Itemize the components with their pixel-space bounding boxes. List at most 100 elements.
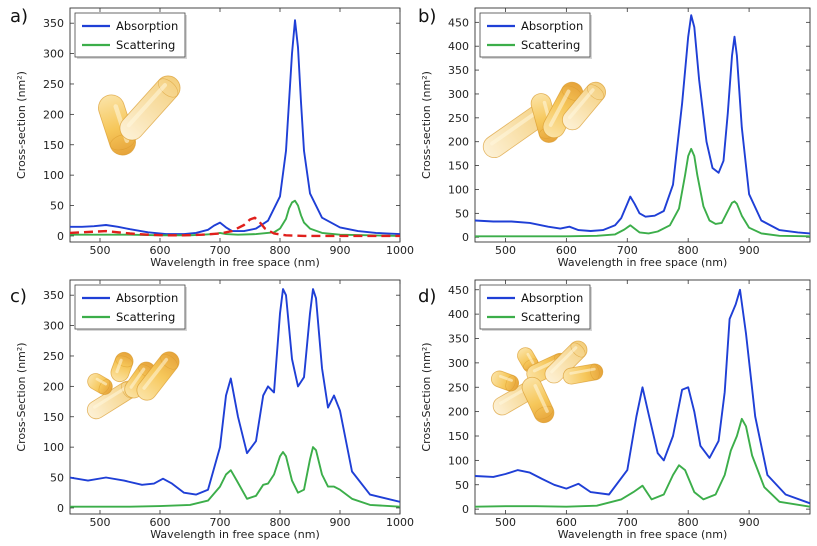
x-tick-label: 600 — [150, 244, 171, 257]
y-tick-label: 300 — [43, 320, 64, 333]
x-tick-label: 500 — [495, 244, 516, 257]
x-tick-label: 800 — [678, 516, 699, 529]
y-tick-label: 0 — [462, 231, 469, 244]
legend-entry: Absorption — [521, 291, 583, 305]
legend-entry: Absorption — [116, 19, 178, 33]
legend-box — [479, 12, 591, 58]
legend: Absorption Scattering — [479, 12, 592, 59]
absorption-series-line — [475, 288, 810, 505]
absorption-series-line — [475, 14, 810, 235]
absorption-series-line — [70, 288, 400, 503]
chart-panel-2: 500 600 700 800 900 0 50 100 150 200 250 300 350 400 4… — [418, 6, 811, 269]
legend: Absorption Scattering — [479, 284, 592, 331]
nanorod-illustration — [87, 373, 113, 395]
x-axis-label: Wavelength in free space (nm) — [558, 256, 728, 269]
y-axis-label: Cross-Section (nm²) — [15, 342, 28, 451]
y-tick-label: 350 — [448, 64, 469, 77]
y-tick-label: 0 — [57, 230, 64, 243]
y-tick-label: 450 — [448, 284, 469, 297]
x-tick-label: 700 — [210, 516, 231, 529]
legend-box — [479, 284, 591, 330]
x-tick-label: 1000 — [386, 516, 414, 529]
y-tick-label: 100 — [43, 441, 64, 454]
y-tick-label: 200 — [448, 406, 469, 419]
chart-panel-1: 500 600 700 800 900 1000 0 50 100 150 200 250 300 350… — [10, 6, 414, 269]
panel-label: d) — [418, 286, 436, 307]
nanorod-illustration — [490, 370, 520, 392]
y-tick-label: 350 — [448, 333, 469, 346]
panel-label: a) — [10, 6, 28, 27]
y-tick-label: 300 — [448, 88, 469, 101]
y-tick-label: 400 — [448, 40, 469, 53]
scattering-series-line — [475, 417, 810, 508]
legend-entry: Scattering — [116, 38, 175, 52]
y-tick-label: 150 — [43, 411, 64, 424]
y-tick-label: 250 — [448, 112, 469, 125]
x-tick-label: 700 — [617, 244, 638, 257]
y-tick-label: 100 — [43, 169, 64, 182]
legend-entry: Absorption — [116, 291, 178, 305]
y-tick-label: 350 — [43, 17, 64, 30]
y-tick-label: 0 — [57, 502, 64, 515]
x-tick-label: 800 — [270, 244, 291, 257]
y-tick-label: 250 — [43, 78, 64, 91]
y-tick-label: 400 — [448, 308, 469, 321]
scattering-series-line — [475, 147, 810, 238]
y-tick-label: 100 — [448, 183, 469, 196]
y-tick-label: 150 — [43, 139, 64, 152]
chart-panel-3: 500 600 700 800 900 1000 0 50 100 150 200 250 300 350… — [10, 279, 414, 541]
y-tick-label: 200 — [43, 380, 64, 393]
panel-label: b) — [418, 6, 436, 27]
y-tick-label: 50 — [50, 200, 64, 213]
y-axis-label: Cross-section (nm²) — [15, 71, 28, 179]
legend-entry: Absorption — [521, 19, 583, 33]
legend: Absorption Scattering — [74, 284, 187, 331]
y-axis-label: Cross-section (nm²) — [420, 71, 433, 179]
panel-label: c) — [10, 286, 27, 307]
y-tick-label: 300 — [448, 357, 469, 370]
legend-entry: Scattering — [521, 310, 580, 324]
x-tick-label: 900 — [330, 244, 351, 257]
x-tick-label: 600 — [556, 516, 577, 529]
x-axis-label: Wavelength in free space (nm) — [558, 528, 728, 541]
y-tick-label: 300 — [43, 48, 64, 61]
x-tick-label: 800 — [270, 516, 291, 529]
y-tick-label: 50 — [50, 472, 64, 485]
legend-entry: Scattering — [521, 38, 580, 52]
y-tick-label: 50 — [455, 479, 469, 492]
x-tick-label: 900 — [739, 516, 760, 529]
x-tick-label: 700 — [617, 516, 638, 529]
y-tick-label: 250 — [448, 381, 469, 394]
nanorod-illustration — [562, 81, 606, 131]
y-tick-label: 350 — [43, 289, 64, 302]
x-tick-label: 900 — [330, 516, 351, 529]
chart-panel-4: 500 600 700 800 900 0 50 100 150 200 250 300 350 400 4… — [418, 279, 811, 541]
dashed-series-line — [70, 216, 400, 238]
nanorod-illustration — [110, 351, 134, 383]
nanorod-illustration — [136, 351, 180, 401]
y-tick-label: 50 — [455, 207, 469, 220]
nanorod-illustration — [119, 75, 181, 141]
x-axis-label: Wavelength in free space (nm) — [150, 528, 320, 541]
x-tick-label: 900 — [739, 244, 760, 257]
scattering-series-line — [70, 446, 400, 508]
x-tick-label: 700 — [210, 244, 231, 257]
legend-box — [74, 12, 186, 58]
x-tick-label: 600 — [150, 516, 171, 529]
y-tick-label: 250 — [43, 350, 64, 363]
x-axis-label: Wavelength in free space (nm) — [150, 256, 320, 269]
x-tick-label: 600 — [556, 244, 577, 257]
y-tick-label: 450 — [448, 16, 469, 29]
x-tick-label: 500 — [90, 516, 111, 529]
y-tick-label: 200 — [43, 108, 64, 121]
legend: Absorption Scattering — [74, 12, 187, 59]
x-tick-label: 500 — [495, 516, 516, 529]
y-tick-label: 150 — [448, 430, 469, 443]
legend-entry: Scattering — [116, 310, 175, 324]
y-tick-label: 150 — [448, 160, 469, 173]
legend-box — [74, 284, 186, 330]
nanorod-illustration — [562, 363, 604, 385]
x-tick-label: 800 — [678, 244, 699, 257]
y-tick-label: 0 — [462, 503, 469, 516]
